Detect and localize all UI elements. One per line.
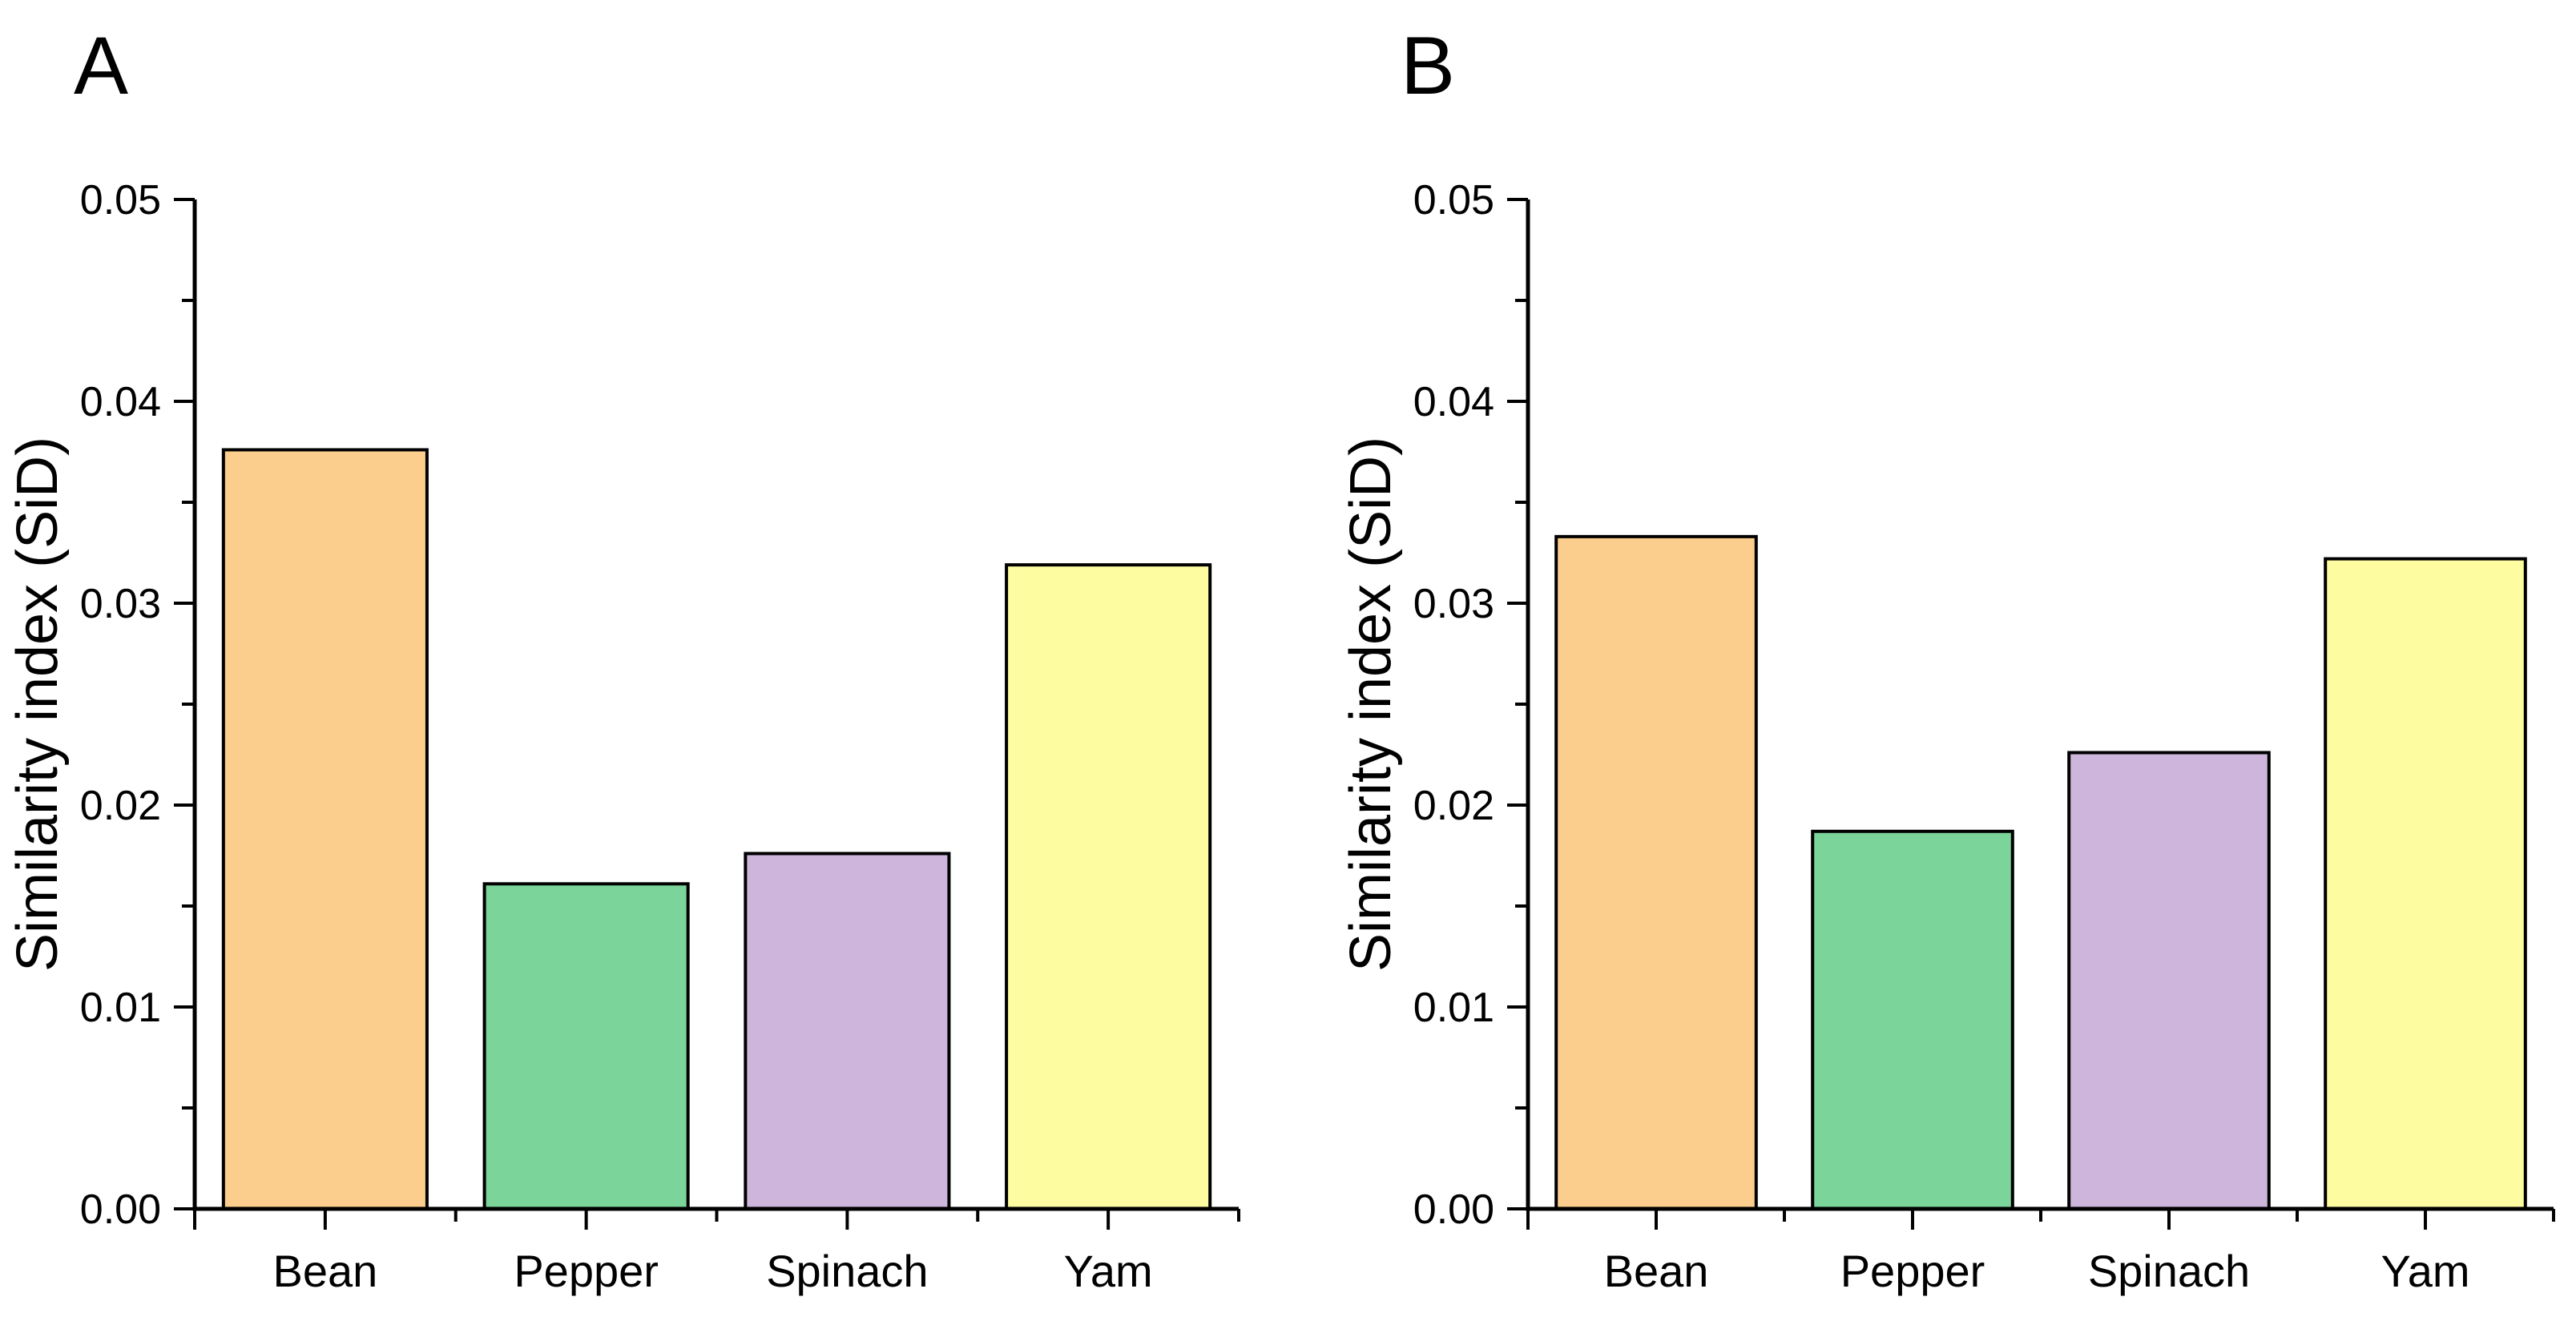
x-category-label: Bean <box>272 1246 377 1296</box>
y-tick-label: 0.04 <box>80 379 161 425</box>
y-tick-label: 0.01 <box>1413 985 1494 1031</box>
y-tick-label: 0.01 <box>80 985 161 1031</box>
y-tick-label: 0.03 <box>1413 581 1494 627</box>
x-category-label: Bean <box>1604 1246 1709 1296</box>
y-tick-label: 0.00 <box>80 1186 161 1233</box>
panel-a-label: A <box>74 20 129 111</box>
x-category-label: Spinach <box>766 1246 928 1296</box>
y-tick-label: 0.03 <box>80 581 161 627</box>
y-axis-title: Similarity index (SiD) <box>6 437 70 972</box>
bar-bean <box>221 448 429 1210</box>
y-tick-label: 0.04 <box>1413 379 1494 425</box>
bar-spinach <box>744 852 951 1210</box>
bar-bean <box>1554 534 1758 1210</box>
y-tick-label: 0.05 <box>1413 177 1494 224</box>
chart-panel-b: 0.00 0.01 0.02 0.03 0.04 0.05 Bean Pepper Spinac… <box>1339 177 2555 1296</box>
bar-pepper <box>1811 829 2014 1210</box>
bar-pepper <box>482 882 690 1211</box>
x-category-label: Pepper <box>514 1246 659 1296</box>
y-tick-label: 0.00 <box>1413 1186 1494 1233</box>
y-tick-label: 0.02 <box>1413 783 1494 829</box>
bar-yam <box>1005 563 1212 1210</box>
y-tick-label: 0.02 <box>80 783 161 829</box>
y-axis-title: Similarity index (SiD) <box>1339 437 1403 972</box>
x-category-label: Spinach <box>2088 1246 2250 1296</box>
bar-yam <box>2324 557 2527 1210</box>
x-category-label: Yam <box>1064 1246 1153 1296</box>
x-category-label: Pepper <box>1840 1246 1985 1296</box>
chart-panel-a: 0.00 0.01 0.02 0.03 0.04 0.05 Bean Pepper Spinac… <box>6 177 1240 1296</box>
panel-b-label: B <box>1401 20 1456 111</box>
bar-spinach <box>2067 751 2271 1210</box>
y-tick-label: 0.05 <box>80 177 161 224</box>
x-category-label: Yam <box>2381 1246 2470 1296</box>
